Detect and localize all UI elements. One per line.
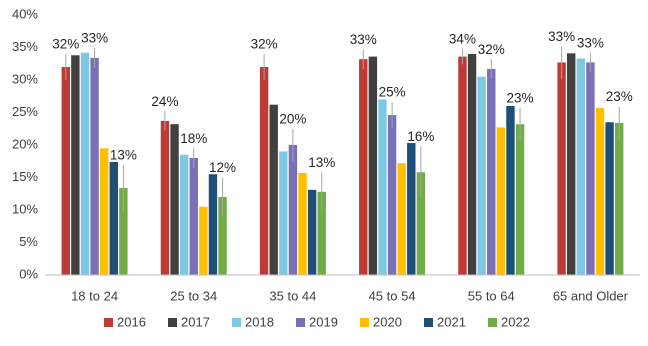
bar <box>288 145 298 275</box>
y-tick-label: 5% <box>19 234 38 249</box>
value-label: 25% <box>379 85 406 100</box>
bar <box>605 122 614 275</box>
bar <box>496 127 506 275</box>
bar <box>90 57 99 276</box>
value-label: 32% <box>478 42 505 57</box>
bar <box>387 115 397 275</box>
legend-label: 2021 <box>437 314 466 329</box>
y-tick-label: 15% <box>12 169 38 184</box>
bar <box>269 104 278 275</box>
bar <box>458 56 467 275</box>
bar <box>170 124 179 275</box>
legend-swatch <box>424 318 433 327</box>
bar <box>407 143 416 275</box>
value-label: 18% <box>180 131 207 146</box>
value-label: 20% <box>279 111 306 126</box>
x-tick-label: 35 to 44 <box>269 288 316 303</box>
bar <box>279 151 288 275</box>
value-label: 33% <box>81 31 108 46</box>
value-label: 33% <box>350 32 377 47</box>
bar <box>567 53 576 275</box>
bar <box>557 62 566 276</box>
x-tick-label: 65 and Older <box>553 288 629 303</box>
y-tick-label: 35% <box>12 39 38 54</box>
value-label: 23% <box>507 91 534 106</box>
legend-label: 2017 <box>181 314 210 329</box>
legend-label: 2022 <box>501 314 530 329</box>
bar <box>515 124 525 275</box>
value-label: 12% <box>209 160 236 175</box>
bar <box>298 172 307 275</box>
legend-swatch <box>360 318 369 327</box>
legend-swatch <box>296 318 305 327</box>
bar <box>208 174 218 275</box>
bar <box>378 99 387 275</box>
y-tick-label: 25% <box>12 104 38 119</box>
y-tick-label: 30% <box>12 71 38 86</box>
bar <box>199 206 208 275</box>
legend-label: 2019 <box>309 314 338 329</box>
bar <box>467 54 477 275</box>
value-label: 32% <box>251 37 278 52</box>
bar <box>317 191 326 275</box>
bar <box>259 67 269 275</box>
bar <box>586 62 595 276</box>
y-tick-label: 20% <box>12 136 38 151</box>
x-tick-label: 55 to 64 <box>468 288 515 303</box>
value-label: 34% <box>449 31 476 46</box>
bar <box>487 68 496 275</box>
bar <box>506 106 515 275</box>
legend-swatch <box>232 318 241 327</box>
bar <box>99 148 109 275</box>
y-tick-label: 0% <box>19 266 38 281</box>
bar <box>576 58 586 275</box>
bar <box>359 59 368 276</box>
value-label: 32% <box>52 37 79 52</box>
bar <box>218 197 227 275</box>
value-label: 33% <box>577 35 604 50</box>
x-tick-label: 18 to 24 <box>71 288 118 303</box>
legend-swatch <box>168 318 177 327</box>
bar <box>397 163 406 275</box>
bar <box>477 76 486 275</box>
bar <box>416 172 426 275</box>
x-tick-label: 25 to 34 <box>170 288 217 303</box>
x-tick-label: 45 to 54 <box>369 288 416 303</box>
bar <box>595 107 605 275</box>
bar <box>615 122 624 276</box>
legend-label: 2018 <box>245 314 274 329</box>
bar <box>368 56 378 275</box>
bar <box>307 189 317 275</box>
bar <box>71 55 80 275</box>
legend-label: 2020 <box>373 314 402 329</box>
value-label: 13% <box>110 148 137 163</box>
y-tick-label: 40% <box>12 6 38 21</box>
value-label: 33% <box>548 29 575 44</box>
bar <box>80 52 90 276</box>
value-label: 23% <box>606 89 633 104</box>
legend-swatch <box>104 318 113 327</box>
bar <box>109 161 118 275</box>
bar <box>160 120 170 275</box>
bar <box>189 158 198 275</box>
legend-swatch <box>488 318 497 327</box>
value-label: 16% <box>407 129 434 144</box>
y-tick-label: 10% <box>12 201 38 216</box>
bar <box>119 187 128 275</box>
value-label: 13% <box>308 155 335 170</box>
bar <box>61 67 70 275</box>
legend-label: 2016 <box>117 314 146 329</box>
bar <box>179 154 189 275</box>
value-label: 24% <box>151 94 178 109</box>
